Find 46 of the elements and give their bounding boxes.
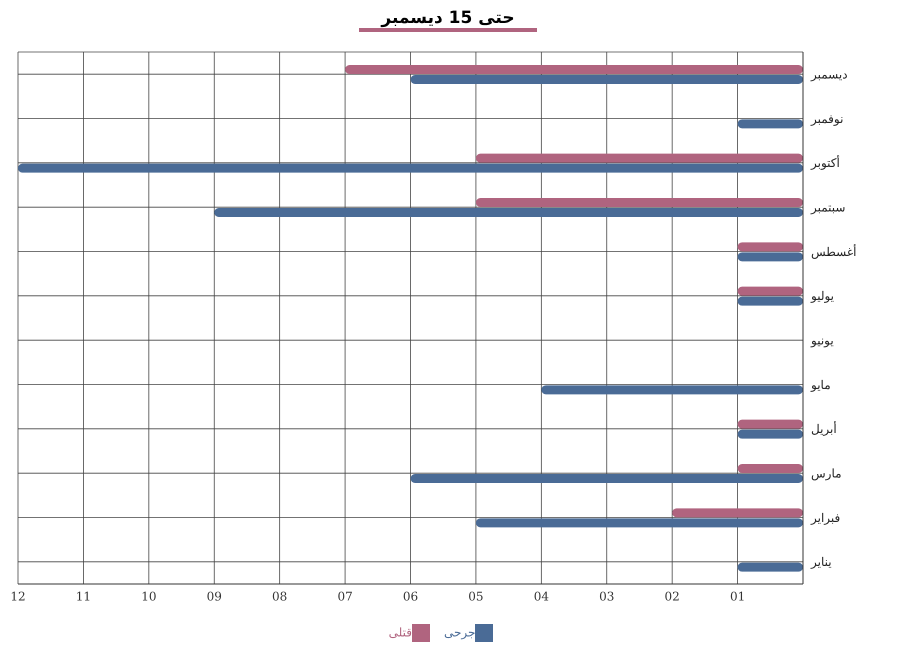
y-tick-label: أكتوبر xyxy=(810,155,840,170)
bar xyxy=(476,198,803,207)
bar xyxy=(738,242,803,252)
bar xyxy=(476,518,803,528)
bar xyxy=(345,65,803,74)
y-tick-label: يناير xyxy=(810,555,832,570)
bar xyxy=(476,154,803,163)
y-tick-label: ديسمبر xyxy=(810,67,848,82)
legend-label: جرحى xyxy=(444,625,476,640)
y-tick-label: يوليو xyxy=(810,289,834,304)
bar xyxy=(738,286,803,296)
x-tick-label: 09 xyxy=(206,590,222,604)
bar xyxy=(410,75,803,84)
bar xyxy=(410,474,803,483)
bar xyxy=(541,385,803,394)
x-tick-label: 02 xyxy=(664,590,680,604)
bar xyxy=(738,562,803,572)
x-tick-label: 08 xyxy=(272,590,288,604)
chart-title: حتى 15 ديسمبر xyxy=(359,8,537,32)
bar xyxy=(18,164,803,173)
y-tick-label: مايو xyxy=(810,378,831,392)
x-tick-label: 07 xyxy=(337,590,353,604)
x-tick-label: 12 xyxy=(10,590,26,604)
x-tick-label: 03 xyxy=(599,590,614,604)
x-tick-label: 10 xyxy=(141,590,156,604)
bar xyxy=(738,464,803,473)
x-tick-label: 06 xyxy=(402,590,418,604)
y-tick-label: مارس xyxy=(811,466,842,480)
x-tick-label: 05 xyxy=(468,590,484,604)
bar xyxy=(214,208,803,217)
bar xyxy=(738,296,803,306)
bar xyxy=(738,430,803,439)
y-tick-label: فبراير xyxy=(810,510,840,525)
bar xyxy=(738,119,803,128)
y-tick-label: نوفمبر xyxy=(810,112,844,126)
bar xyxy=(672,508,803,518)
y-tick-label: أغسطس xyxy=(811,244,856,259)
x-tick-label: 01 xyxy=(730,590,746,604)
legend-label: قتلى xyxy=(388,625,412,640)
y-tick-label: يونيو xyxy=(810,333,834,348)
bar xyxy=(738,252,803,262)
x-tick-label: 11 xyxy=(76,590,92,604)
y-tick-label: أبريل xyxy=(811,421,837,436)
bar xyxy=(738,420,803,429)
x-tick-label: 04 xyxy=(534,590,550,604)
y-tick-label: سبتمبر xyxy=(810,200,846,214)
